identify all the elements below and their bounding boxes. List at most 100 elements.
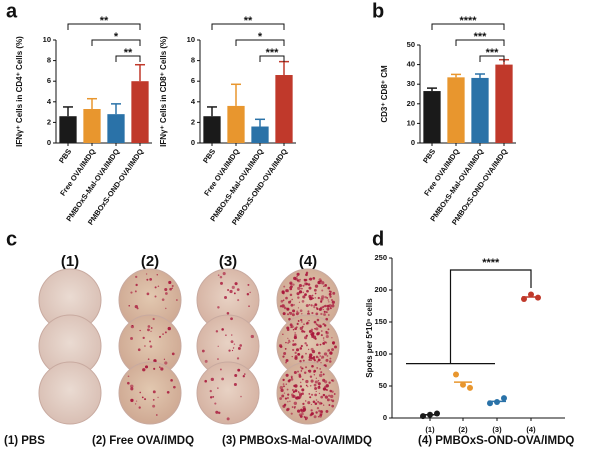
spot — [303, 371, 307, 374]
spot — [305, 273, 308, 277]
spot — [287, 393, 290, 396]
spot — [311, 294, 314, 297]
spot — [300, 409, 304, 413]
spot — [289, 311, 293, 315]
spot — [312, 276, 316, 280]
spot — [324, 304, 327, 308]
plate — [38, 361, 102, 425]
spot — [295, 396, 298, 400]
column-label: (3) — [219, 253, 237, 270]
point — [494, 399, 500, 405]
spot — [145, 365, 149, 369]
point — [467, 384, 473, 391]
spot — [282, 404, 286, 408]
spot — [318, 324, 322, 328]
spot — [298, 290, 303, 294]
spot — [322, 337, 325, 339]
spot — [282, 383, 285, 385]
spot — [317, 382, 321, 386]
spot — [293, 335, 297, 340]
spot — [314, 328, 316, 330]
spot — [297, 296, 300, 299]
spot — [314, 393, 317, 397]
spot — [308, 358, 311, 361]
spot — [304, 342, 307, 345]
spot — [284, 348, 287, 350]
spot — [329, 307, 332, 310]
spot — [297, 307, 300, 309]
spot — [170, 379, 173, 382]
spot — [285, 341, 287, 344]
spot — [212, 395, 215, 398]
spot — [279, 385, 283, 390]
spot — [319, 373, 323, 378]
spot — [318, 385, 321, 388]
point — [434, 410, 440, 417]
spot — [316, 360, 319, 363]
panel-letter: b — [372, 0, 384, 22]
spot — [295, 348, 300, 352]
spot — [320, 402, 323, 405]
legend-text: (4) PMBOxS-OND-OVA/IMDQ — [418, 435, 574, 447]
significance-bracket — [479, 55, 505, 62]
point — [460, 381, 466, 388]
spot — [312, 400, 316, 404]
y-tick-label: 50 — [379, 381, 387, 390]
spot — [288, 378, 292, 382]
significance-bracket — [67, 23, 141, 30]
point — [487, 400, 493, 407]
y-tick-label: 50 — [407, 40, 415, 49]
spot — [315, 399, 318, 401]
spot — [282, 355, 285, 358]
spot — [298, 301, 301, 303]
plate — [118, 361, 182, 425]
spot — [329, 360, 332, 363]
spot — [308, 393, 311, 395]
spot — [289, 287, 293, 291]
spot — [297, 286, 301, 291]
spot — [302, 407, 307, 412]
spot — [314, 292, 317, 295]
significance-label: * — [114, 31, 119, 43]
spot — [130, 384, 134, 388]
spot — [234, 282, 238, 286]
spot — [171, 352, 175, 356]
spot — [297, 391, 300, 393]
spot — [280, 388, 284, 392]
spot — [330, 353, 333, 355]
spot — [294, 356, 298, 360]
spot — [134, 290, 137, 293]
spot — [142, 368, 146, 372]
spot — [331, 337, 333, 339]
spot — [283, 352, 287, 356]
spot — [305, 344, 308, 347]
spot — [227, 289, 230, 291]
spot — [305, 352, 307, 355]
y-tick-label: 10 — [43, 35, 51, 44]
spot — [142, 336, 145, 339]
spot — [320, 410, 324, 414]
spot — [301, 355, 304, 358]
spot — [296, 279, 299, 282]
spot — [331, 404, 335, 408]
spot — [312, 297, 314, 300]
spot — [327, 349, 330, 352]
spot — [299, 385, 303, 388]
spot — [323, 339, 325, 341]
spot — [313, 306, 316, 309]
spot — [144, 345, 146, 347]
significance-label: * — [258, 31, 263, 43]
spot — [313, 415, 317, 419]
spot — [329, 394, 334, 399]
spot — [303, 415, 306, 418]
spot — [291, 283, 293, 285]
spot — [285, 373, 289, 377]
bar — [227, 105, 245, 143]
y-axis-label: Spots per 5*10⁵ cells — [365, 298, 374, 378]
spot — [285, 383, 288, 385]
spot — [325, 358, 329, 362]
spot — [299, 366, 302, 368]
spot — [163, 358, 166, 360]
spot — [302, 378, 304, 381]
spot — [300, 396, 302, 398]
